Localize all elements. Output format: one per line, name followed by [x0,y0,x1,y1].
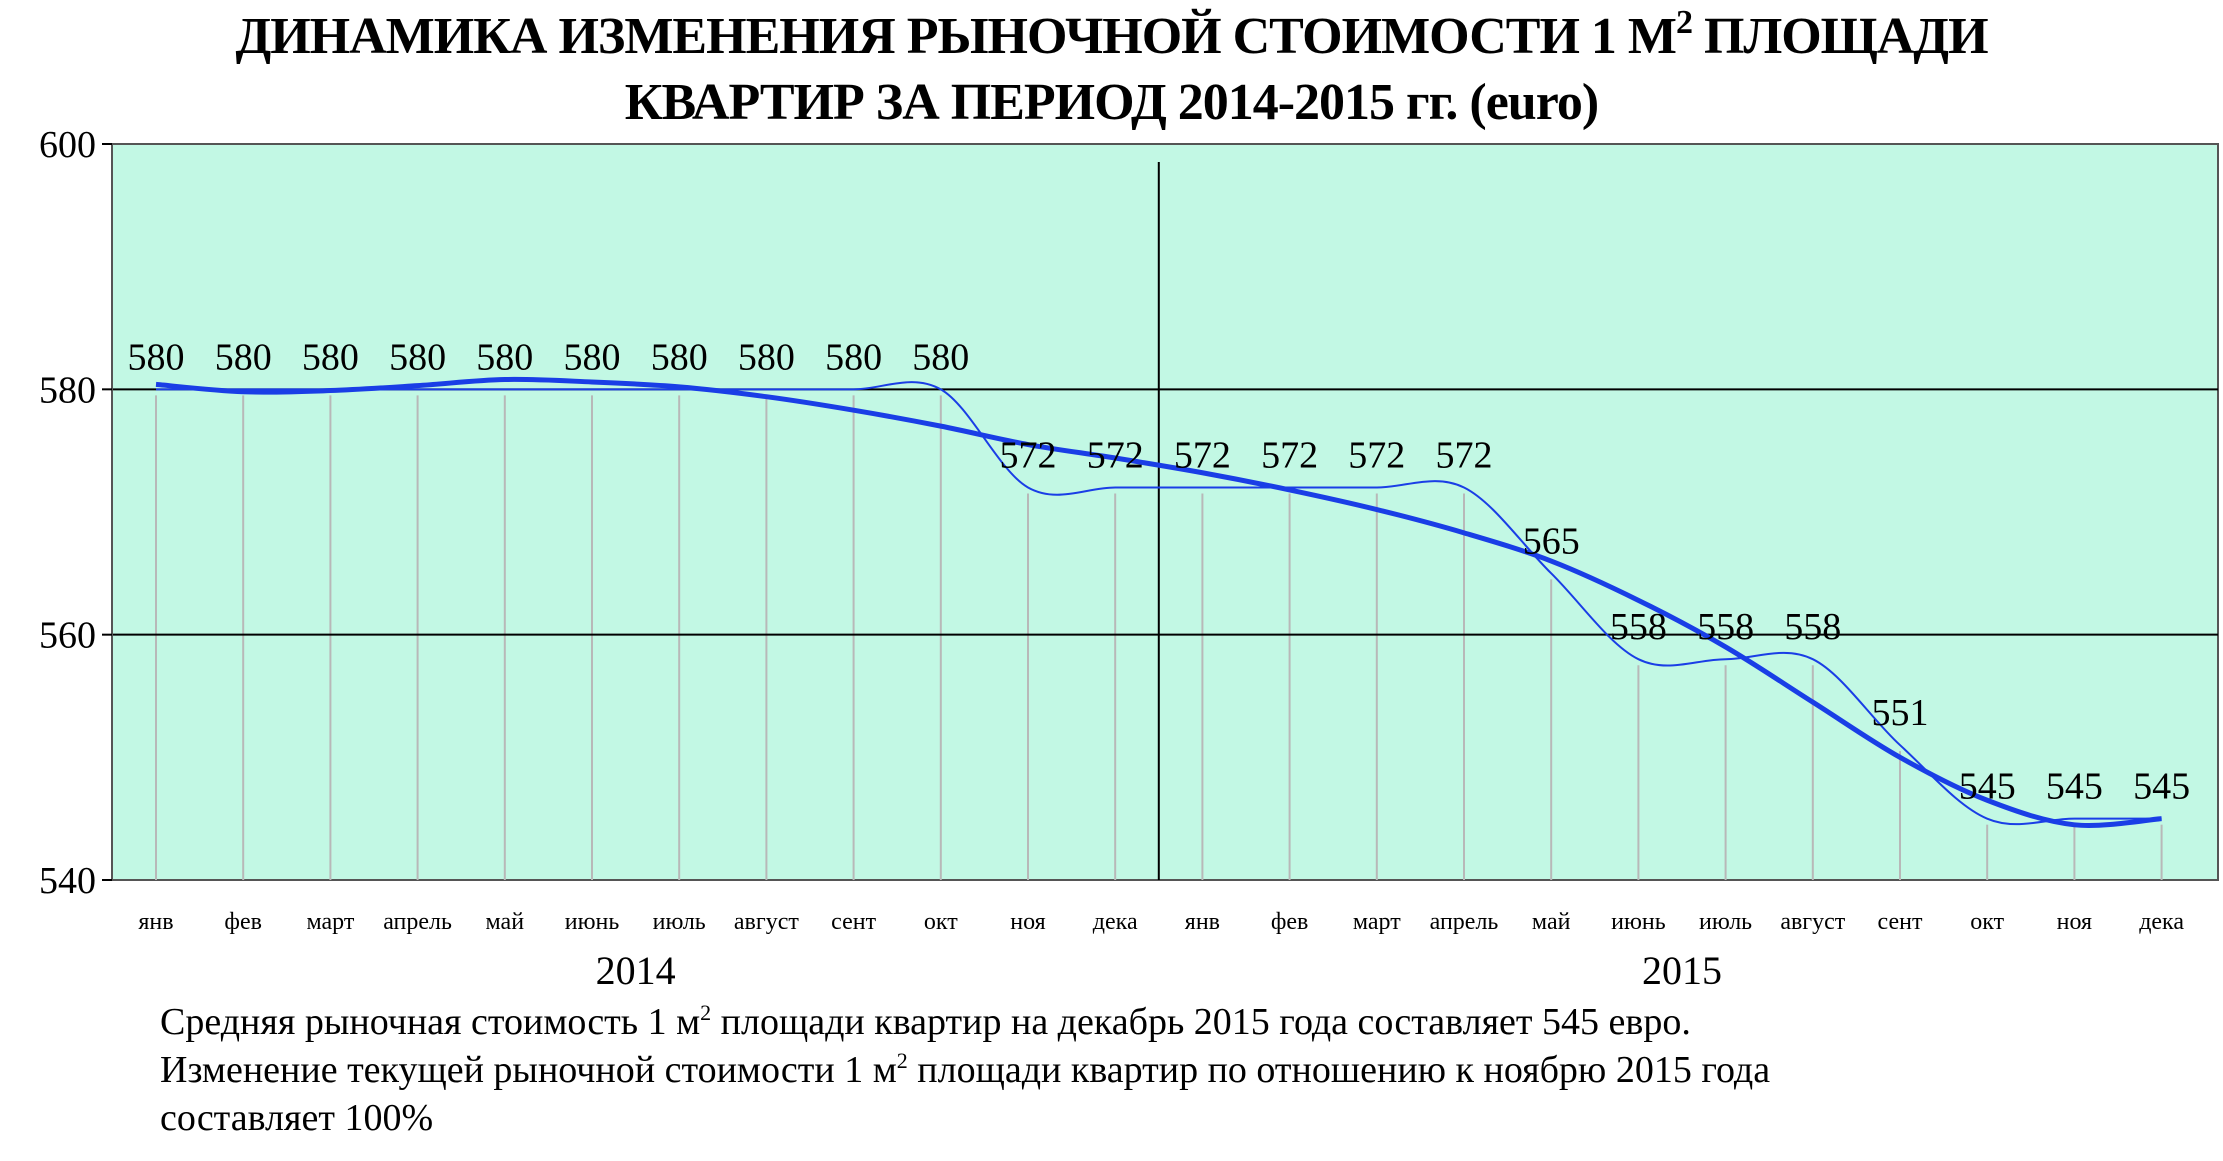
x-tick-label: август [734,909,799,935]
data-label: 580 [302,336,359,378]
x-tick-label: июнь [565,909,620,935]
x-tick-label: май [486,909,525,935]
x-tick-label: дека [2139,909,2184,935]
data-label: 580 [738,336,795,378]
x-tick-label: ноя [1010,909,1045,935]
data-label: 545 [2133,766,2190,808]
data-label: 580 [825,336,882,378]
x-tick-label: янв [1185,909,1220,935]
chart-title-line1-text: ДИНАМИКА ИЗМЕНЕНИЯ РЫНОЧНОЙ СТОИМОСТИ 1 … [235,8,1677,65]
note-line-1-text: Средняя рыночная стоимость 1 м [160,1001,701,1043]
year-labels: 2014 2015 [596,948,1722,990]
y-axis-labels: 540 560 580 600 [39,124,96,902]
year-label: 2015 [1642,948,1722,990]
data-label: 572 [1261,434,1318,476]
data-label: 580 [651,336,708,378]
x-tick-label: июль [1699,909,1752,935]
chart-title-line1-end: ПЛОЩАДИ [1692,8,1989,65]
x-tick-label: сент [1878,909,1923,935]
x-tick-label: сент [831,909,876,935]
note-line-2-text: Изменение текущей рыночной стоимости 1 м [160,1049,897,1091]
x-tick-label: фев [1271,909,1309,935]
data-label: 572 [1436,434,1493,476]
data-label: 580 [912,336,969,378]
x-axis-labels: янв фев март апрель май июнь июль август сент окт… [138,909,2184,935]
chart-title: ДИНАМИКА ИЗМЕНЕНИЯ РЫНОЧНОЙ СТОИМОСТИ 1 … [0,4,2223,136]
chart-title-superscript: 2 [1676,4,1693,41]
y-tick-label: 560 [39,615,96,657]
data-label: 580 [476,336,533,378]
x-tick-label: май [1532,909,1571,935]
data-label: 580 [215,336,272,378]
data-label: 545 [1959,766,2016,808]
note-line-2-end: площади квартир по отношению к ноябрю 20… [907,1049,1771,1091]
note-line-1-superscript: 2 [700,1000,712,1025]
data-labels: 580 580 580 580 580 580 580 580 580 580 572 572 572 5… [128,336,2191,807]
data-label: 572 [1087,434,1144,476]
x-tick-label: август [1780,909,1845,935]
chart-title-line1: ДИНАМИКА ИЗМЕНЕНИЯ РЫНОЧНОЙ СТОИМОСТИ 1 … [0,4,2223,70]
x-tick-label: март [306,909,354,935]
x-tick-label: март [1353,909,1401,935]
data-label: 545 [2046,766,2103,808]
data-label: 580 [389,336,446,378]
data-label: 558 [1697,606,1754,648]
data-label: 580 [128,336,185,378]
data-label: 572 [1174,434,1231,476]
x-tick-label: апрель [383,909,452,935]
data-label: 558 [1784,606,1841,648]
note-line-2-superscript: 2 [896,1048,908,1073]
x-tick-label: апрель [1430,909,1499,935]
series-line [156,381,2162,826]
data-label: 572 [1000,434,1057,476]
y-axis-ticks [102,143,112,881]
data-label: 580 [564,336,621,378]
chart-title-line2: КВАРТИР ЗА ПЕРИОД 2014-2015 гг. (euro) [624,74,1599,131]
x-tick-label: фев [224,909,262,935]
note-line-3: составляет 100% [160,1097,434,1139]
y-tick-label: 580 [39,369,96,411]
data-label: 551 [1872,692,1929,734]
x-tick-label: окт [924,909,958,935]
notes: Средняя рыночная стоимость 1 м2 площади … [160,998,2200,1142]
x-tick-label: июнь [1611,909,1666,935]
note-line-2: Изменение текущей рыночной стоимости 1 м… [160,1046,2200,1094]
year-label: 2014 [596,948,676,990]
y-tick-label: 600 [39,124,96,166]
trend-line [155,376,2162,828]
y-tick-label: 540 [39,860,96,902]
x-tick-label: июль [653,909,706,935]
plot-area [111,143,2219,881]
x-tick-label: янв [138,909,173,935]
data-label: 565 [1523,520,1580,562]
note-line-1: Средняя рыночная стоимость 1 м2 площади … [160,998,2200,1046]
x-tick-label: окт [1970,909,2004,935]
data-label: 558 [1610,606,1667,648]
x-tick-label: ноя [2057,909,2092,935]
data-label: 572 [1348,434,1405,476]
vertical-gridlines [155,395,2163,880]
note-line-1-end: площади квартир на декабрь 2015 года сос… [711,1001,1691,1043]
x-tick-label: дека [1093,909,1138,935]
